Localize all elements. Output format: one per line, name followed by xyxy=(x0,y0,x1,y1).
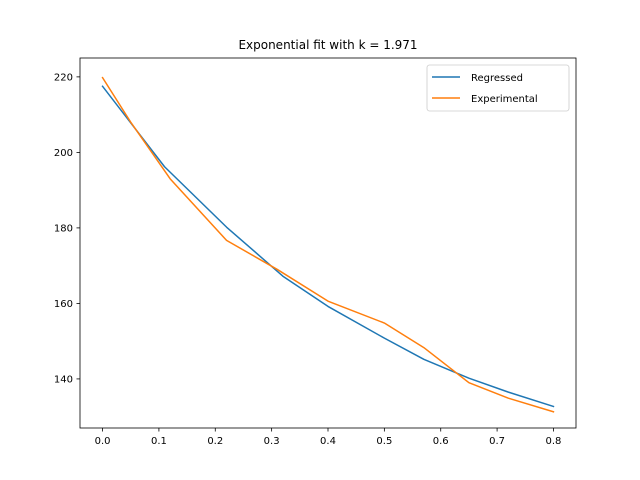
series-line-experimental xyxy=(101,76,555,413)
x-tick-label: 0.5 xyxy=(376,436,392,447)
y-tick-label: 220 xyxy=(54,72,73,83)
x-tick-label: 0.6 xyxy=(433,436,449,447)
x-tick-label: 0.7 xyxy=(489,436,505,447)
y-tick-label: 180 xyxy=(54,223,73,234)
x-tick-label: 0.4 xyxy=(320,436,336,447)
legend-label-regressed: Regressed xyxy=(471,73,523,84)
y-tick-label: 140 xyxy=(54,374,73,385)
x-tick-label: 0.8 xyxy=(546,436,562,447)
series-line-regressed xyxy=(101,85,555,408)
y-axis: 140 160 180 200 220 xyxy=(54,72,80,385)
legend-label-experimental: Experimental xyxy=(471,94,538,105)
legend-box xyxy=(426,64,570,112)
x-tick-label: 0.0 xyxy=(95,436,111,447)
y-tick-label: 160 xyxy=(54,299,73,310)
x-axis: 0.0 0.1 0.2 0.3 0.4 0.5 0.6 0.7 0.8 xyxy=(95,428,562,447)
x-tick-label: 0.1 xyxy=(151,436,167,447)
plot-lines xyxy=(101,76,555,413)
legend: Regressed Experimental xyxy=(426,64,570,112)
y-tick-label: 200 xyxy=(54,148,73,159)
chart-title: Exponential fit with k = 1.971 xyxy=(238,38,417,52)
x-tick-label: 0.2 xyxy=(207,436,223,447)
x-tick-label: 0.3 xyxy=(264,436,280,447)
